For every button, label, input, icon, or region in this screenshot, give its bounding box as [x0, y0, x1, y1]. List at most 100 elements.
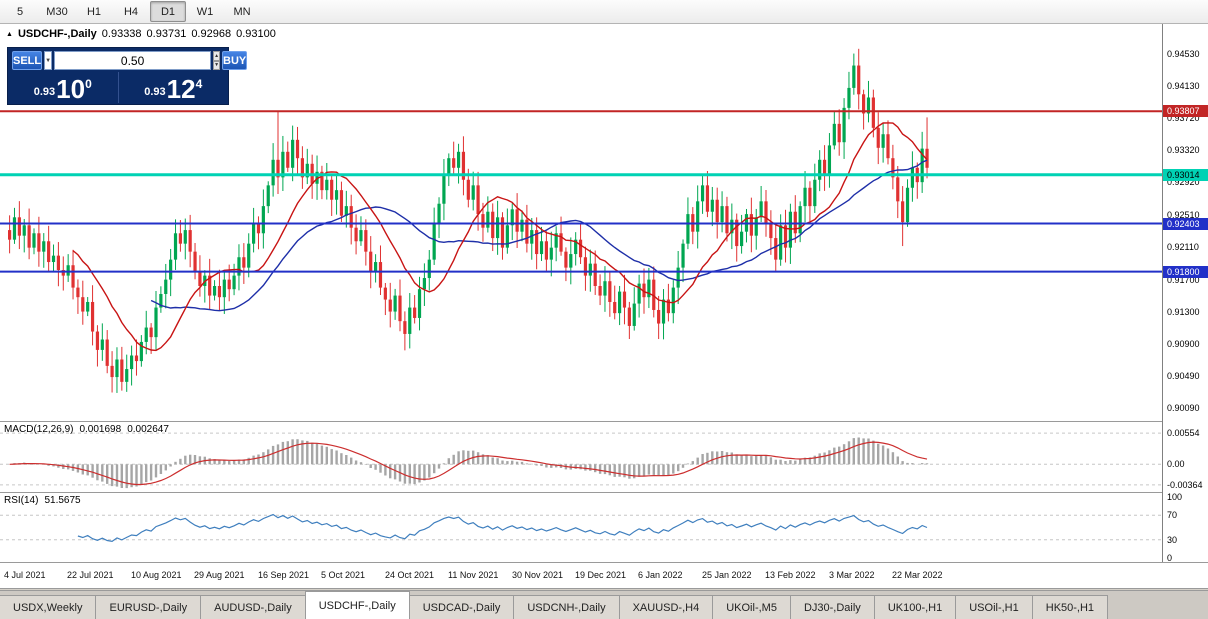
timeframe-button-H1[interactable]: H1 — [86, 5, 102, 18]
sell-price-prefix: 0.93 — [33, 86, 56, 98]
rsi-label: RSI(14) 51.5675 — [4, 495, 81, 506]
main-chart-pane[interactable] — [0, 24, 1162, 421]
macd-axis-label: 0.00 — [1167, 459, 1185, 470]
macd-axis-label: -0.00364 — [1167, 479, 1203, 490]
chart-window: ▲ USDCHF-,Daily 0.93338 0.93731 0.92968 … — [0, 24, 1208, 589]
x-axis-date-label: 16 Sep 2021 — [258, 570, 310, 580]
timeframe-button-D1[interactable]: D1 — [150, 1, 186, 22]
level-price-label: 0.92403 — [1163, 217, 1208, 230]
rsi-axis-label: 100 — [1167, 492, 1183, 502]
timeframe-button-M30[interactable]: M30 — [46, 5, 68, 18]
rsi-chart — [0, 513, 1162, 543]
rsi-name: RSI(14) — [4, 495, 39, 506]
trade-prices-row: 0.93 10 0 0.93 12 4 — [8, 72, 228, 103]
x-axis-date-label: 13 Feb 2022 — [765, 570, 816, 580]
pane-splitter-macd[interactable] — [0, 421, 1208, 422]
macd-histogram — [13, 437, 929, 489]
tab-dj30-daily[interactable]: DJ30-,Daily — [789, 595, 875, 619]
one-click-trading-panel: SELL ▼ ▲ ▼ BUY 0.93 10 0 0.93 12 4 — [7, 47, 248, 105]
rsi-pane[interactable]: RSI(14) 51.5675 — [0, 493, 1162, 562]
tab-uk100-h1[interactable]: UK100-,H1 — [873, 595, 957, 619]
tab-usdchf-daily[interactable]: USDCHF-,Daily — [304, 591, 410, 619]
macd-label: MACD(12,26,9) 0.001698 0.002647 — [4, 424, 169, 435]
sell-price-pip: 0 — [85, 77, 92, 91]
price-axis-label: 0.92920 — [1167, 177, 1200, 188]
candlesticks — [8, 48, 929, 393]
x-axis-date-label: 22 Jul 2021 — [67, 570, 114, 580]
volume-spin-down-button[interactable]: ▼ — [213, 60, 221, 70]
volume-stepper: ▲ ▼ — [213, 51, 221, 70]
x-axis[interactable]: 4 Jul 2021 22 Jul 2021 10 Aug 2021 29 Aug 2… — [0, 563, 1162, 588]
level-price-label: 0.93014 — [1163, 168, 1208, 181]
price-axis-label: 0.91700 — [1167, 274, 1200, 285]
candlestick-chart — [0, 48, 1162, 393]
date-axis-separator — [0, 562, 1208, 563]
price-axis-label: 0.94130 — [1167, 80, 1200, 91]
rsi-axis-label: 70 — [1167, 510, 1178, 521]
volume-dropdown-icon: ▼ — [45, 57, 52, 64]
sell-price-big: 10 — [56, 74, 86, 104]
buy-price-prefix: 0.93 — [144, 86, 166, 98]
macd-value-signal: 0.002647 — [127, 424, 169, 435]
tab-eurusd-daily[interactable]: EURUSD-,Daily — [95, 595, 202, 619]
price-axis-label: 0.90090 — [1167, 403, 1200, 414]
price-axis-label: 0.92110 — [1167, 241, 1199, 252]
sell-button[interactable]: SELL — [12, 51, 43, 70]
tab-audusd-daily[interactable]: AUDUSD-,Daily — [200, 595, 306, 619]
ohlc-close: 0.93100 — [236, 28, 276, 40]
tab-usdx-weekly[interactable]: USDX,Weekly — [0, 595, 97, 619]
x-axis-date-label: 22 Mar 2022 — [892, 570, 943, 580]
x-axis-date-label: 30 Nov 2021 — [512, 570, 564, 580]
collapse-trading-panel-icon[interactable]: ▲ — [6, 30, 13, 38]
ohlc-open: 0.93338 — [101, 28, 142, 40]
x-axis-date-label: 4 Jul 2021 — [4, 570, 46, 580]
buy-price-pip: 4 — [195, 77, 203, 91]
ohlc-low: 0.92968 — [191, 28, 232, 40]
macd-pane[interactable]: MACD(12,26,9) 0.001698 0.002647 — [0, 422, 1162, 492]
tab-hk50-h1[interactable]: HK50-,H1 — [1031, 595, 1109, 619]
rsi-value: 51.5675 — [44, 495, 81, 506]
macd-signal-line — [9, 441, 928, 486]
rsi-axis-label: 30 — [1167, 534, 1178, 545]
tab-usdcad-daily[interactable]: USDCAD-,Daily — [408, 595, 515, 619]
tab-usoil-h1[interactable]: USOil-,H1 — [955, 595, 1033, 619]
trade-controls-row: SELL ▼ ▲ ▼ BUY — [8, 48, 248, 72]
price-axis-label: 0.91300 — [1167, 306, 1200, 317]
timeframe-button-5[interactable]: 5 — [16, 5, 24, 18]
sell-price[interactable]: 0.93 10 0 — [8, 72, 119, 103]
timeframe-button-H4[interactable]: H4 — [123, 5, 139, 18]
price-axis-label: 0.90490 — [1167, 371, 1200, 382]
tab-ukoil-m5[interactable]: UKOil-,M5 — [712, 595, 791, 619]
x-axis-date-label: 25 Jan 2022 — [702, 570, 752, 580]
level-price-label: 0.91800 — [1163, 265, 1208, 278]
ma-slow-line — [150, 159, 928, 312]
volume-dropdown-button[interactable]: ▼ — [44, 51, 53, 70]
buy-button[interactable]: BUY — [222, 51, 248, 70]
tab-usdcnh-daily[interactable]: USDCNH-,Daily — [513, 595, 620, 619]
price-axis-label: 0.90900 — [1167, 338, 1200, 349]
macd-name: MACD(12,26,9) — [4, 424, 74, 435]
buy-price[interactable]: 0.93 12 4 — [119, 72, 229, 103]
volume-input[interactable] — [54, 51, 212, 70]
timeframe-button-W1[interactable]: W1 — [196, 5, 214, 18]
x-axis-date-label: 24 Oct 2021 — [385, 570, 435, 580]
x-axis-date-label: 29 Aug 2021 — [194, 570, 245, 580]
ma-fast-line — [72, 122, 928, 352]
level-price-label: 0.93807 — [1163, 105, 1208, 118]
rsi-axis-label: 0 — [1167, 553, 1173, 563]
price-axis-label: 0.92510 — [1167, 209, 1200, 220]
pane-splitter-rsi[interactable] — [0, 492, 1208, 493]
price-axis[interactable]: 0.94530 0.94130 0.93720 0.93320 0.92920 0.925… — [1162, 24, 1208, 563]
buy-price-big: 12 — [166, 74, 196, 104]
chart-tabs-bar: USDX,Weekly EURUSD-,Daily AUDUSD-,Daily USD… — [0, 590, 1208, 619]
volume-spin-up-button[interactable]: ▲ — [213, 51, 221, 61]
chart-title-bar: ▲ USDCHF-,Daily 0.93338 0.93731 0.92968 … — [6, 28, 276, 40]
macd-value-main: 0.001698 — [79, 424, 122, 435]
chart-symbol-title: USDCHF-,Daily — [17, 28, 97, 40]
x-axis-date-label: 6 Jan 2022 — [638, 570, 683, 580]
timeframe-button-MN[interactable]: MN — [233, 5, 251, 18]
macd-chart — [0, 432, 1162, 489]
rsi-line — [77, 513, 928, 543]
tab-xauusd-h4[interactable]: XAUUSD-,H4 — [618, 595, 714, 619]
price-axis-label: 0.93720 — [1167, 113, 1200, 124]
